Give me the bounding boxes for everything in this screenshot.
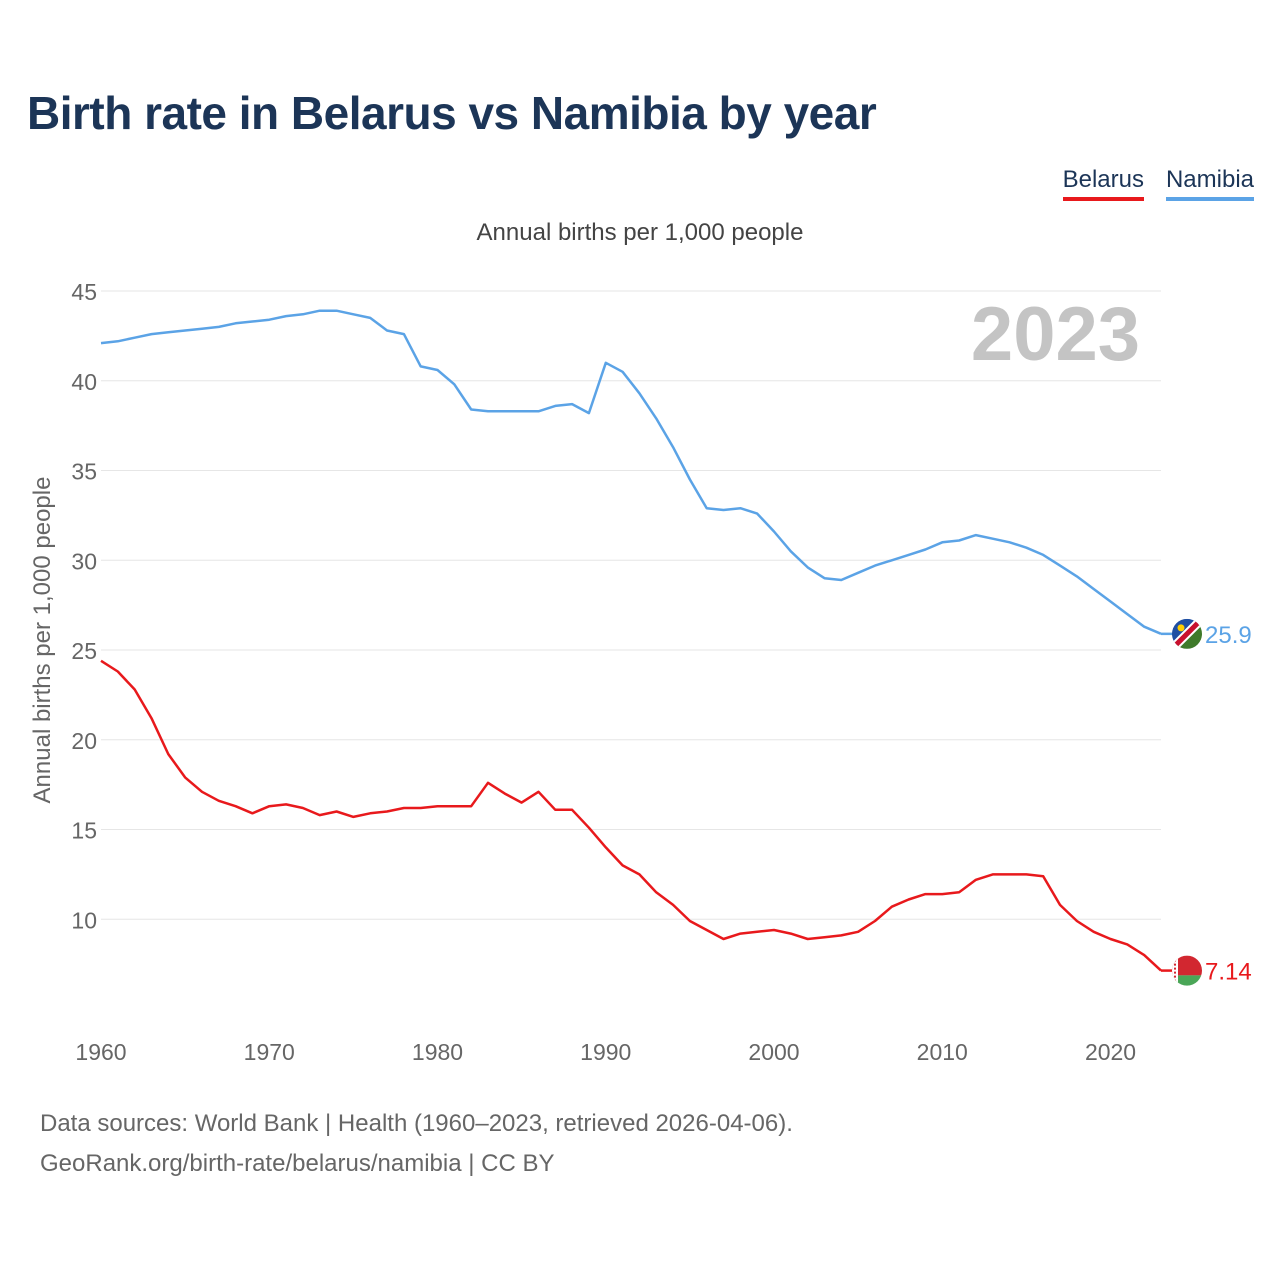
y-tick-label: 20 [71, 728, 97, 754]
grid [101, 290, 1161, 920]
x-tick-label: 1970 [244, 1039, 295, 1065]
legend-item-namibia[interactable]: Namibia [1165, 166, 1254, 201]
legend-item-belarus[interactable]: Belarus [1062, 166, 1144, 201]
x-tick-label: 2010 [917, 1039, 968, 1065]
x-axis-ticks: 1960 1970 1980 1990 2000 2010 2020 [75, 1039, 1136, 1065]
y-tick-label: 40 [71, 369, 97, 395]
legend: Belarus Namibia [1062, 166, 1254, 201]
x-tick-label: 2000 [748, 1039, 799, 1065]
x-tick-label: 1990 [580, 1039, 631, 1065]
y-axis-ticks: 10 15 20 25 30 35 40 45 [71, 279, 97, 933]
x-tick-label: 2020 [1085, 1039, 1136, 1065]
y-tick-label: 10 [71, 907, 97, 933]
x-tick-label: 1960 [75, 1039, 126, 1065]
y-axis-label: Annual births per 1,000 people [29, 477, 56, 804]
source-url[interactable]: GeoRank.org/birth-rate/belarus/namibia |… [40, 1150, 555, 1177]
y-tick-label: 45 [71, 279, 97, 305]
end-label-belarus: 7.14 [1205, 959, 1252, 986]
chart-subtitle: Annual births per 1,000 people [477, 219, 804, 246]
source-note: Data sources: World Bank | Health (1960–… [40, 1110, 793, 1137]
line-chart: Annual births per 1,000 people 10 15 20 25 3… [29, 219, 1252, 1065]
y-tick-label: 35 [71, 459, 97, 485]
y-tick-label: 25 [71, 638, 97, 664]
year-watermark: 2023 [971, 292, 1140, 377]
footer: Data sources: World Bank | Health (1960–… [40, 1104, 793, 1184]
y-tick-label: 30 [71, 548, 97, 574]
chart-title: Birth rate in Belarus vs Namibia by year [27, 87, 877, 139]
end-markers: 7.14 25.9 [1161, 618, 1252, 986]
x-tick-label: 1980 [412, 1039, 463, 1065]
series-line-namibia[interactable] [100, 309, 1162, 635]
series-group [100, 309, 1162, 972]
series-line-belarus[interactable] [100, 659, 1162, 972]
end-label-namibia: 25.9 [1205, 622, 1252, 649]
belarus-flag-icon [1172, 955, 1202, 986]
namibia-flag-icon [1172, 618, 1202, 649]
y-tick-label: 15 [71, 818, 97, 844]
